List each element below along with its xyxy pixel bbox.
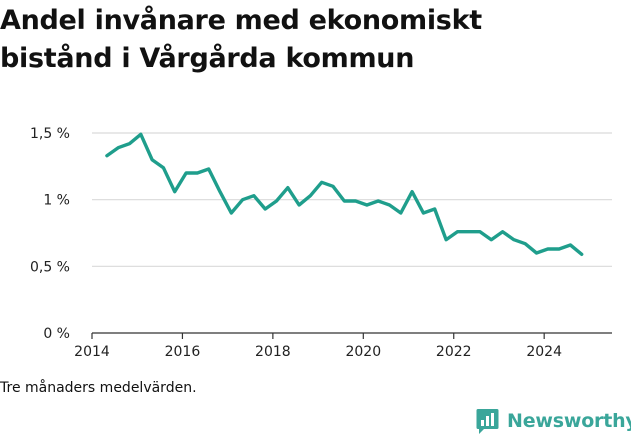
series-line (105, 132, 584, 257)
x-tick-label: 2020 (345, 344, 381, 360)
y-tick-label: 0 % (43, 326, 70, 342)
series-lines (105, 132, 584, 257)
line-chart: 0 % 0,5 % 1 % 1,5 % 2014 2016 2018 2020 2022 202… (30, 126, 612, 360)
x-tick-label: 2024 (526, 344, 562, 360)
newsworthy-brand[interactable]: Newsworthy (476, 407, 631, 435)
brand-name: Newsworthy (507, 410, 631, 432)
x-tick-label: 2014 (74, 344, 110, 360)
chart-footnote: Tre månaders medelvärden. (0, 380, 197, 396)
y-tick-label: 1 % (43, 193, 70, 209)
y-axis-tick-labels: 0 % 0,5 % 1 % 1,5 % (30, 126, 70, 342)
x-tick-label: 2022 (436, 344, 472, 360)
y-tick-label: 0,5 % (30, 259, 70, 275)
newsworthy-logo-icon (476, 408, 499, 434)
y-tick-label: 1,5 % (30, 126, 70, 142)
chart-title: Andel invånare med ekonomiskt bistånd i … (0, 5, 482, 74)
x-tick-label: 2018 (255, 344, 291, 360)
x-axis: 2014 2016 2018 2020 2022 2024 (74, 332, 612, 360)
x-tick-label: 2016 (165, 344, 201, 360)
